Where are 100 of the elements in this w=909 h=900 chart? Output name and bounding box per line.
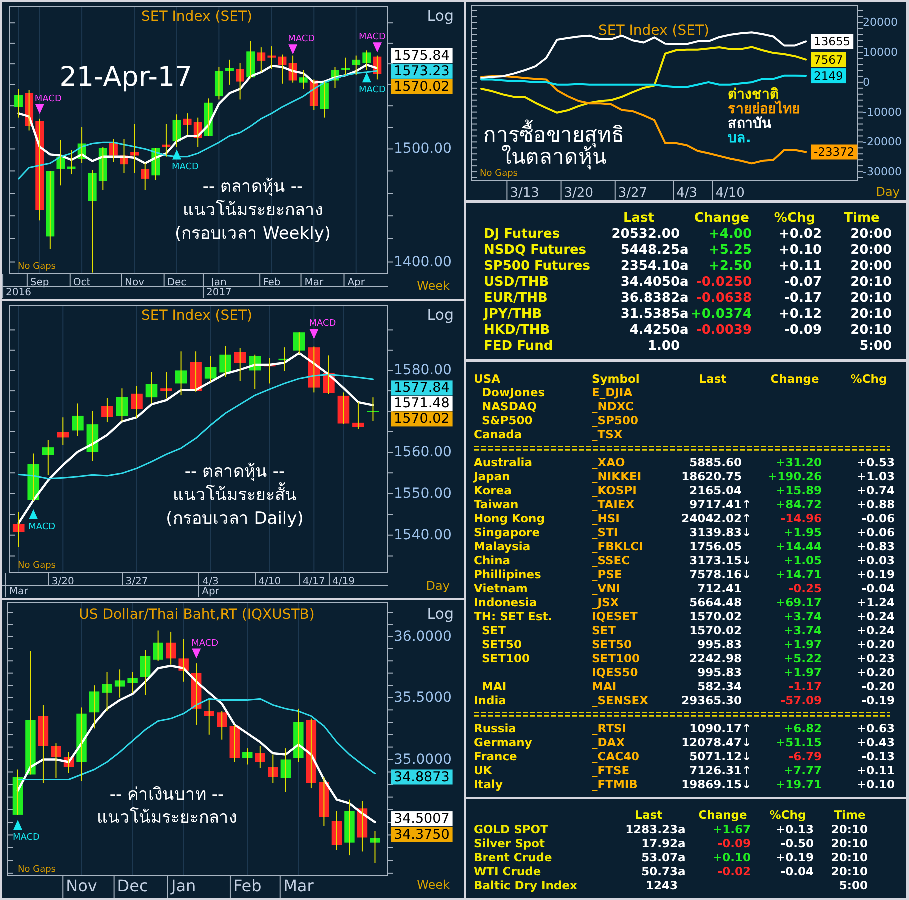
x-axis-title: Week (417, 279, 450, 293)
data-label: 2242.98 (690, 652, 742, 666)
x-tick-label: 3/20 (52, 576, 74, 588)
text: Change (694, 211, 750, 226)
data-label: 20:00 (850, 227, 892, 242)
data-label: 20:10 (850, 323, 892, 338)
data-label: MACD (192, 638, 219, 649)
data-label: MACD (359, 86, 386, 96)
data-label: MACD (288, 34, 316, 45)
category-label: EUR/THB (484, 291, 548, 306)
data-label: MACD (34, 94, 62, 104)
category-label: _NIKKEI (592, 470, 642, 484)
data-label: 1573.23 (394, 63, 450, 80)
data-label: 5885.60 (690, 456, 742, 470)
data-label: Korea (474, 484, 512, 498)
data-label: +0.11 (779, 259, 822, 274)
text: 34.3750 (394, 826, 450, 843)
x-tick-label: 4/17 (302, 576, 326, 588)
data-label: +0.11 (856, 764, 895, 778)
text: Time (844, 211, 880, 226)
data-label: 2149 (814, 69, 844, 84)
candlestick (294, 332, 306, 355)
data-label: +0.10 (856, 778, 895, 792)
y-tick-label: 1580.00 (394, 362, 452, 379)
x-tick-label: 4/10 (258, 576, 282, 588)
category-label: SP500 Futures (484, 259, 591, 274)
data-label: +0.19 (856, 568, 895, 582)
x-tick-label: Feb (263, 278, 281, 288)
candlestick (130, 124, 140, 174)
text: %Chg (774, 211, 816, 226)
annotation: No Gaps (18, 865, 56, 875)
data-label: 20532.00 (612, 227, 680, 242)
data-label: 19869.15↓ (682, 778, 752, 792)
category-label: Baltic Dry Index (474, 878, 578, 892)
data-label: 582.34 (698, 680, 742, 694)
data-label: +0.19 (776, 850, 814, 864)
category-label: Silver Spot (474, 836, 546, 850)
category-label: _KOSPI (592, 484, 637, 498)
x-tick-label: Mar (304, 278, 324, 288)
data-label: -0.07 (784, 275, 822, 290)
data-label: 29365.30 (682, 694, 742, 708)
data-label: Australia (474, 456, 533, 470)
data-label: Canada (474, 428, 522, 442)
category-label: _NDXC (592, 400, 634, 414)
data-label: China (474, 554, 511, 568)
candlestick (153, 630, 164, 662)
x-tick-label: 4/19 (332, 576, 355, 588)
data-label: 1.00 (648, 339, 680, 354)
data-label: -0.09 (718, 836, 751, 850)
data-label: 1243 (646, 878, 678, 892)
data-label: Phillipines (474, 568, 542, 582)
data-label: +14.44 (776, 540, 822, 554)
text: Change (698, 808, 748, 822)
y-tick-label: -20000 (863, 136, 902, 149)
data-label: 20:10 (850, 307, 892, 322)
candlestick (226, 59, 234, 86)
point (373, 42, 382, 53)
data-label: 34.5007 (394, 811, 450, 828)
data-label: +0.23 (856, 652, 895, 666)
x-tick-label: 4/3 Apr (202, 576, 220, 598)
candlestick (160, 372, 172, 400)
y-axis-title: Log (427, 605, 454, 623)
category-label: WTI Crude (474, 864, 542, 878)
data-label: 20:10 (831, 850, 868, 864)
chart-title: SET Index (SET) (142, 308, 252, 324)
data-label: 34.8873 (394, 769, 450, 786)
data-label: +0.53 (856, 456, 895, 470)
data-label: +1.97 (784, 666, 822, 680)
data-label: 1756.05 (690, 540, 742, 554)
series-label: Last (623, 211, 655, 226)
category-label: MAI (592, 680, 617, 694)
x-axis-title: Week (417, 878, 450, 892)
candlestick (342, 57, 350, 76)
data-label: +6.82 (784, 722, 822, 736)
data-label: France (474, 750, 518, 764)
data-label: 1571.48 (394, 396, 450, 412)
data-label: +84.72 (776, 498, 822, 512)
data-label: -57.09 (780, 694, 822, 708)
category-label: _SENSEX (592, 694, 649, 708)
data-label: Malaysia (474, 540, 531, 554)
data-label: 20:00 (850, 243, 892, 258)
data-label: MACD (359, 32, 386, 43)
y-tick-label: -30000 (863, 166, 902, 179)
point (362, 72, 372, 83)
data-label: 5071.12↓ (690, 750, 752, 764)
text: SET Index (SET) (598, 23, 710, 39)
data-label: +15.89 (776, 484, 822, 498)
series-label: Last (699, 372, 728, 386)
data-label: -0.17 (784, 291, 822, 306)
category-label: _RTSI (592, 722, 626, 736)
data-label: 1575.84 (394, 48, 450, 64)
data-label: Germany (474, 736, 533, 750)
data-label: +0.12 (779, 307, 822, 322)
category-label: E_DJIA (592, 386, 633, 400)
data-label: 7126.31↑ (690, 764, 752, 778)
data-label: 24042.02↑ (682, 512, 752, 526)
category-label: IQES50 (592, 666, 638, 680)
series-label: Last (635, 808, 664, 822)
data-label: 50.73a (642, 864, 686, 878)
data-label: +19.71 (776, 778, 822, 792)
